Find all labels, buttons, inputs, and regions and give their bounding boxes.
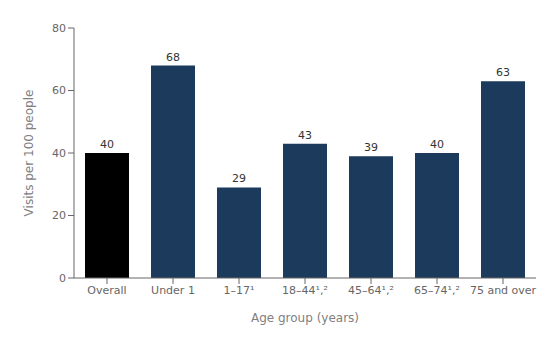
svg-text:63: 63 xyxy=(496,66,510,79)
svg-text:68: 68 xyxy=(166,51,180,64)
svg-text:60: 60 xyxy=(52,84,66,97)
svg-text:39: 39 xyxy=(364,141,378,154)
svg-text:Visits per 100 people: Visits per 100 people xyxy=(22,90,36,217)
svg-text:40: 40 xyxy=(52,147,66,160)
svg-text:Overall: Overall xyxy=(87,284,126,297)
svg-text:45–64¹,²: 45–64¹,² xyxy=(348,284,394,297)
svg-text:29: 29 xyxy=(232,172,246,185)
svg-text:18–44¹,²: 18–44¹,² xyxy=(282,284,328,297)
svg-text:0: 0 xyxy=(59,272,66,285)
svg-text:75 and over: 75 and over xyxy=(470,284,537,297)
svg-text:Age group (years): Age group (years) xyxy=(251,311,359,325)
svg-text:65–74¹,²: 65–74¹,² xyxy=(414,284,460,297)
svg-text:43: 43 xyxy=(298,129,312,142)
svg-text:40: 40 xyxy=(430,138,444,151)
svg-text:20: 20 xyxy=(52,209,66,222)
svg-text:40: 40 xyxy=(100,138,114,151)
svg-text:1–17¹: 1–17¹ xyxy=(224,284,255,297)
svg-text:Under 1: Under 1 xyxy=(151,284,195,297)
svg-text:80: 80 xyxy=(52,22,66,35)
